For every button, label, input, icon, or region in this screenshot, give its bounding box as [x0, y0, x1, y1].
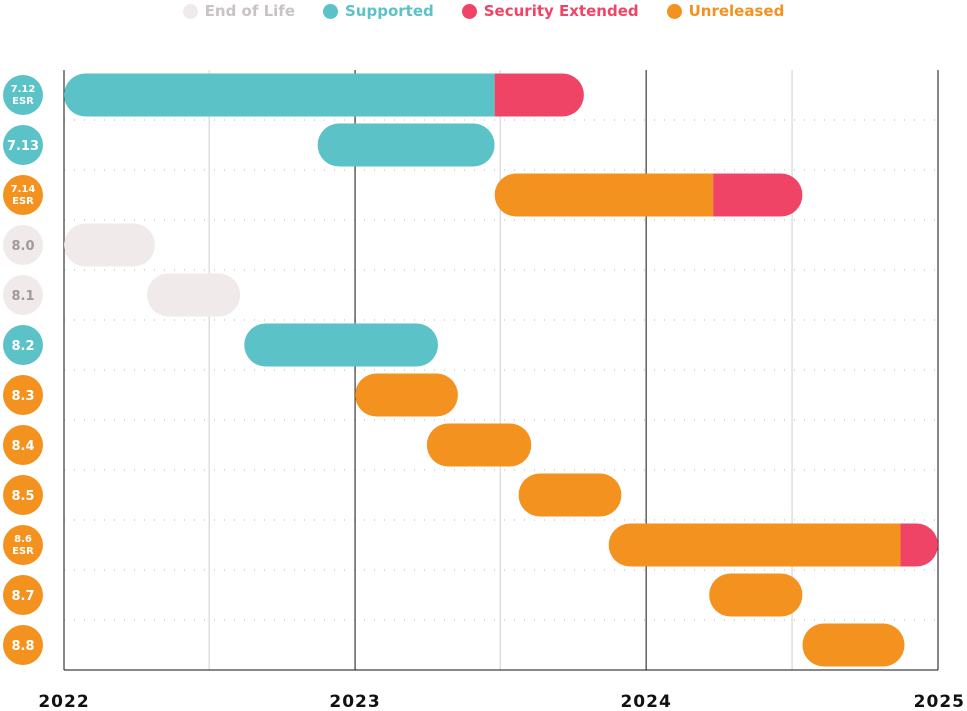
version-tag-label: ESR: [12, 546, 34, 557]
bar-7-14-unreleased: [494, 173, 714, 217]
x-tick-label: 2024: [620, 692, 671, 711]
x-tick-label: 2025: [914, 692, 965, 711]
version-badge-8-0: [3, 225, 43, 265]
bar-8-0-eol: [64, 223, 155, 267]
legend-label-unreleased: Unreleased: [688, 2, 785, 20]
version-label: 8.7: [11, 589, 34, 604]
bar-8-2-supported: [244, 323, 439, 367]
version-badge-7-14: [3, 175, 43, 215]
version-badge-8-5: [3, 475, 43, 515]
legend-item-end-of-life: End of Life: [182, 2, 295, 20]
bar-7-14-security: [713, 173, 803, 217]
version-label: 8.2: [11, 339, 34, 354]
bar-8-5-unreleased: [518, 473, 622, 517]
bar-8-7-unreleased: [709, 573, 803, 617]
legend-item-unreleased: Unreleased: [666, 2, 785, 20]
version-label: 8.4: [11, 439, 34, 454]
legend-swatch-security-extended: [461, 3, 477, 19]
version-label: 7.12: [11, 84, 36, 95]
version-tag-label: ESR: [12, 96, 34, 107]
legend-label-end-of-life: End of Life: [204, 2, 295, 20]
version-label: 7.14: [11, 184, 36, 195]
legend-label-security-extended: Security Extended: [483, 2, 639, 20]
version-badge-8-1: [3, 275, 43, 315]
version-badge-8-2: [3, 325, 43, 365]
version-label: 8.0: [11, 239, 34, 254]
x-tick-label: 2022: [38, 692, 89, 711]
version-badge-7-12: [3, 75, 43, 115]
version-badge-8-3: [3, 375, 43, 415]
version-label: 7.13: [7, 139, 39, 154]
version-badge-8-7: [3, 575, 43, 615]
legend-swatch-supported: [323, 3, 338, 19]
version-label: 8.1: [11, 289, 34, 304]
bar-8-8-unreleased: [802, 623, 905, 667]
chart-legend: End of Life Supported Security Extended …: [0, 0, 967, 22]
legend-label-supported: Supported: [345, 2, 434, 20]
legend-item-supported: Supported: [323, 2, 434, 20]
version-badge-8-6: [3, 525, 43, 565]
legend-item-security-extended: Security Extended: [461, 2, 639, 20]
version-label: 8.8: [11, 639, 34, 654]
bar-8-1-eol: [146, 273, 241, 317]
version-badge-8-8: [3, 625, 43, 665]
legend-swatch-unreleased: [666, 3, 682, 19]
version-label: 8.3: [11, 389, 34, 404]
legend-swatch-end-of-life: [182, 3, 198, 19]
bar-7-12-security: [494, 73, 584, 117]
bar-8-3-unreleased: [355, 373, 458, 417]
x-tick-label: 2023: [329, 692, 380, 711]
version-badge-8-4: [3, 425, 43, 465]
bar-8-4-unreleased: [426, 423, 532, 467]
bar-8-6-unreleased: [608, 523, 901, 567]
bar-8-6-security: [900, 523, 938, 567]
version-tag-label: ESR: [12, 196, 34, 207]
version-label: 8.6: [14, 534, 32, 545]
bar-7-12-supported: [64, 73, 495, 117]
version-label: 8.5: [11, 489, 34, 504]
version-badge-7-13: [3, 125, 43, 165]
bar-7-13-supported: [317, 123, 495, 167]
